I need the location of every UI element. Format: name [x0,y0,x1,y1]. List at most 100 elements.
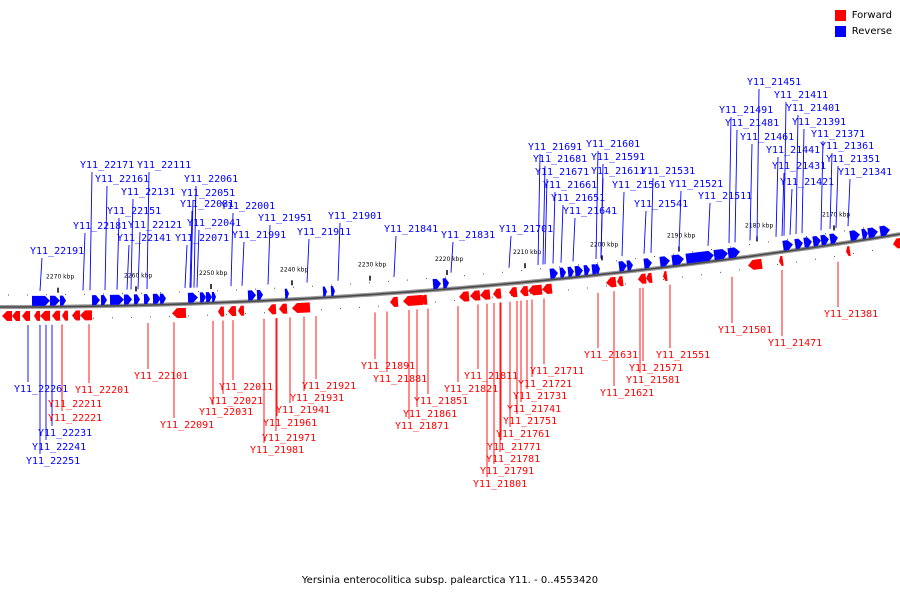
gene-arrow[interactable] [31,295,50,306]
gene-label[interactable]: Y11_21891 [361,361,415,372]
gene-label[interactable]: Y11_21911 [297,227,351,238]
gene-arrow[interactable] [403,294,424,307]
gene-arrow[interactable] [322,286,328,297]
gene-arrow[interactable] [583,265,590,276]
gene-label[interactable]: Y11_21811 [464,371,518,382]
gene-arrow[interactable] [80,310,93,321]
gene-label[interactable]: Y11_21821 [444,384,498,395]
gene-label[interactable]: Y11_21531 [641,166,695,177]
gene-arrow[interactable] [778,255,784,267]
gene-arrow[interactable] [159,293,166,304]
gene-label[interactable]: Y11_21981 [250,445,304,456]
gene-label[interactable]: Y11_21921 [302,381,356,392]
gene-label[interactable]: Y11_21721 [518,379,572,390]
gene-label[interactable]: Y11_21431 [772,161,826,172]
gene-arrow[interactable] [671,254,684,266]
gene-arrow[interactable] [542,283,553,295]
gene-arrow[interactable] [713,248,728,261]
gene-arrow[interactable] [91,295,100,306]
gene-arrow[interactable] [879,225,890,237]
gene-arrow[interactable] [747,258,763,271]
gene-label[interactable]: Y11_21861 [403,409,457,420]
gene-arrow[interactable] [509,286,518,298]
gene-arrow[interactable] [820,234,829,246]
gene-label[interactable]: Y11_21831 [441,230,495,241]
gene-label[interactable]: Y11_21381 [824,309,878,320]
gene-label[interactable]: Y11_21361 [820,141,874,152]
gene-label[interactable]: Y11_21481 [725,118,779,129]
gene-label[interactable]: Y11_22071 [175,233,229,244]
gene-arrow[interactable] [143,294,150,305]
gene-arrow[interactable] [432,278,442,290]
gene-label[interactable]: Y11_22161 [95,174,149,185]
gene-arrow[interactable] [123,294,132,305]
gene-label[interactable]: Y11_21641 [563,206,617,217]
gene-arrow[interactable] [172,307,187,319]
gene-arrow[interactable] [330,286,336,297]
gene-arrow[interactable] [616,276,624,287]
gene-label[interactable]: Y11_21991 [232,230,286,241]
gene-label[interactable]: Y11_21701 [499,224,553,235]
gene-label[interactable]: Y11_22241 [32,442,86,453]
gene-arrow[interactable] [421,294,428,305]
gene-label[interactable]: Y11_21571 [629,363,683,374]
gene-label[interactable]: Y11_22001 [221,201,275,212]
gene-arrow[interactable] [52,310,61,321]
gene-label[interactable]: Y11_21971 [262,433,316,444]
gene-arrow[interactable] [892,238,900,249]
gene-label[interactable]: Y11_22221 [48,413,102,424]
gene-label[interactable]: Y11_22121 [128,220,182,231]
gene-arrow[interactable] [659,256,670,267]
gene-arrow[interactable] [867,227,878,239]
gene-label[interactable]: Y11_21661 [543,180,597,191]
gene-label[interactable]: Y11_22091 [160,420,214,431]
gene-label[interactable]: Y11_21841 [384,224,438,235]
gene-label[interactable]: Y11_21601 [586,139,640,150]
gene-arrow[interactable] [100,295,107,306]
gene-label[interactable]: Y11_21691 [528,142,582,153]
gene-arrow[interactable] [256,289,263,301]
gene-label[interactable]: Y11_21421 [780,177,834,188]
gene-arrow[interactable] [470,290,481,301]
gene-label[interactable]: Y11_21881 [373,374,427,385]
gene-label[interactable]: Y11_21561 [612,180,666,191]
gene-arrow[interactable] [685,250,714,264]
gene-arrow[interactable] [292,302,311,314]
gene-label[interactable]: Y11_21501 [718,325,772,336]
gene-label[interactable]: Y11_21351 [826,154,880,165]
gene-arrow[interactable] [279,303,288,314]
gene-arrow[interactable] [442,278,450,289]
gene-arrow[interactable] [247,290,256,301]
gene-label[interactable]: Y11_21411 [774,90,828,101]
gene-label[interactable]: Y11_22021 [209,396,263,407]
gene-label[interactable]: Y11_21771 [487,442,541,453]
gene-arrow[interactable] [268,304,277,315]
gene-label[interactable]: Y11_21871 [395,421,449,432]
gene-label[interactable]: Y11_21731 [513,391,567,402]
gene-arrow[interactable] [574,265,584,277]
gene-arrow[interactable] [662,270,668,282]
gene-arrow[interactable] [40,310,51,321]
gene-arrow[interactable] [605,276,617,288]
gene-label[interactable]: Y11_21371 [811,129,865,140]
gene-arrow[interactable] [211,291,216,302]
gene-arrow[interactable] [637,273,647,284]
gene-arrow[interactable] [218,306,225,317]
gene-label[interactable]: Y11_21931 [290,393,344,404]
gene-label[interactable]: Y11_21611 [591,166,645,177]
gene-label[interactable]: Y11_21751 [503,416,557,427]
gene-label[interactable]: Y11_21521 [669,179,723,190]
gene-arrow[interactable] [829,233,838,244]
gene-arrow[interactable] [549,268,559,279]
gene-label[interactable]: Y11_21461 [740,132,794,143]
gene-label[interactable]: Y11_22141 [117,233,171,244]
gene-label[interactable]: Y11_21511 [698,191,752,202]
gene-arrow[interactable] [861,228,868,240]
gene-label[interactable]: Y11_22201 [75,385,129,396]
gene-label[interactable]: Y11_21851 [414,396,468,407]
gene-label[interactable]: Y11_22191 [30,246,84,257]
gene-label[interactable]: Y11_21621 [600,388,654,399]
gene-label[interactable]: Y11_21631 [584,350,638,361]
gene-arrow[interactable] [109,294,124,305]
gene-arrow[interactable] [645,272,653,284]
